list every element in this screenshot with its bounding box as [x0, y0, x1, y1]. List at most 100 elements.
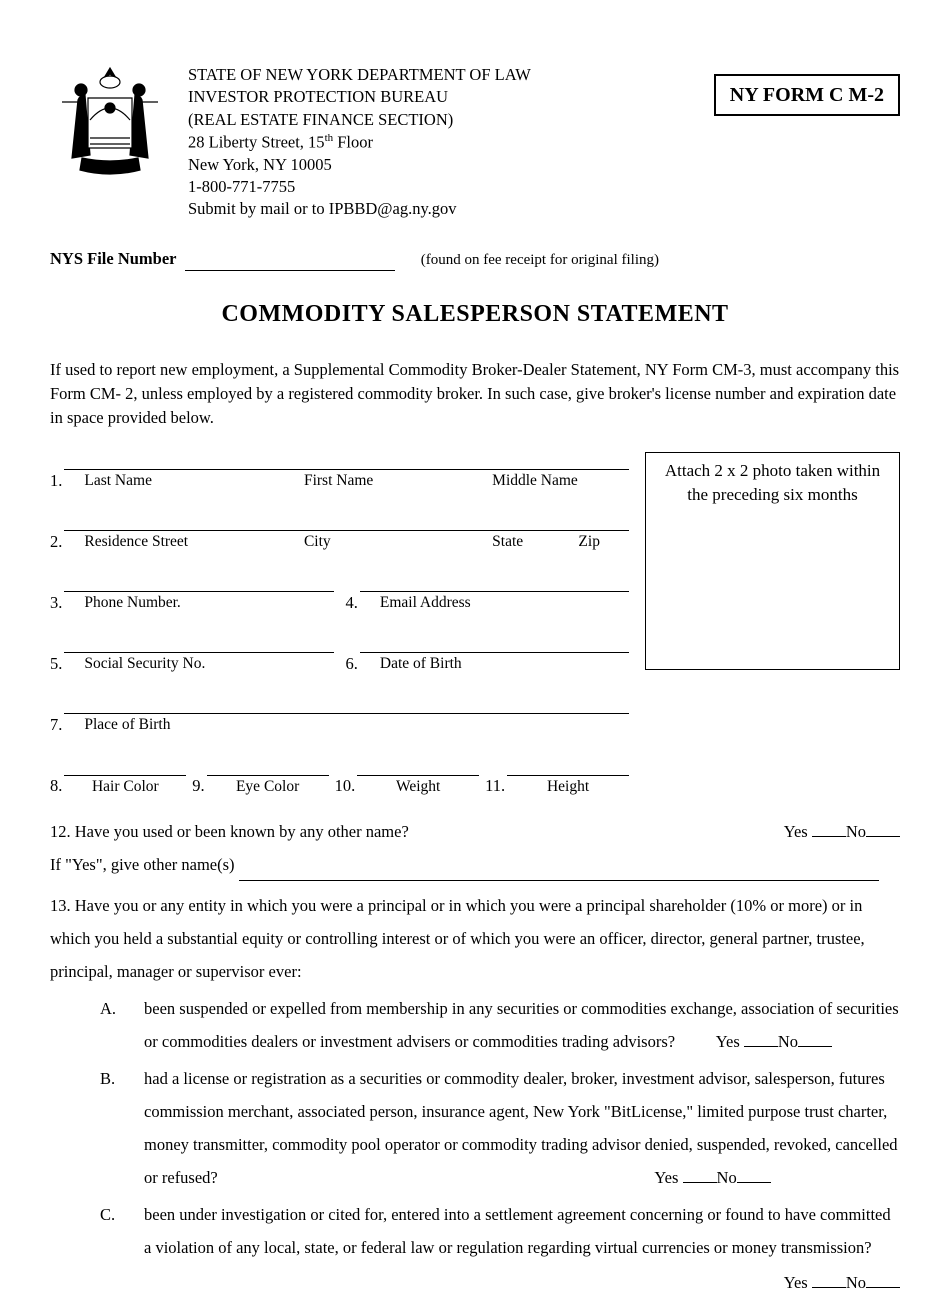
first-name-label: First Name	[284, 470, 472, 491]
zip-input[interactable]	[558, 513, 629, 531]
yes-label: Yes	[654, 1168, 678, 1187]
photo-attachment-box: Attach 2 x 2 photo taken within the prec…	[645, 452, 900, 670]
q13-a-letter: A.	[100, 992, 144, 1058]
q13c-yes-input[interactable]	[812, 1287, 846, 1288]
pob-label: Place of Birth	[64, 714, 629, 735]
question-12: 12. Have you used or been known by any o…	[50, 815, 900, 881]
question-13: 13. Have you or any entity in which you …	[50, 889, 900, 1299]
fields-column: 1. Last Name First Name Middle Name 2. R…	[50, 452, 629, 805]
q12-other-input[interactable]	[239, 880, 879, 881]
form-section: 1. Last Name First Name Middle Name 2. R…	[50, 452, 900, 805]
state-seal-icon: EXCELSIOR	[50, 60, 170, 180]
file-number-label: NYS File Number	[50, 249, 177, 268]
q13b-no-input[interactable]	[737, 1182, 771, 1183]
file-number-row: NYS File Number (found on fee receipt fo…	[50, 248, 900, 271]
email-input[interactable]	[360, 574, 629, 592]
state-input[interactable]	[472, 513, 558, 531]
num-1: 1.	[50, 470, 62, 491]
first-name-input[interactable]	[284, 452, 472, 470]
phone-input[interactable]	[64, 574, 333, 592]
q13a-yes-input[interactable]	[744, 1046, 778, 1047]
q13b-yes-input[interactable]	[683, 1182, 717, 1183]
dob-input[interactable]	[360, 635, 629, 653]
file-number-input[interactable]	[185, 270, 395, 271]
q13-b-text: had a license or registration as a secur…	[144, 1069, 898, 1187]
last-name-input[interactable]	[64, 452, 284, 470]
yes-label: Yes	[716, 1032, 740, 1051]
addr1a: 28 Liberty Street, 15	[188, 132, 325, 151]
bureau-line: INVESTOR PROTECTION BUREAU	[188, 86, 696, 108]
q13-b-letter: B.	[100, 1062, 144, 1194]
eye-label: Eye Color	[207, 776, 329, 797]
ssn-label: Social Security No.	[64, 653, 333, 674]
q13c-no-input[interactable]	[866, 1287, 900, 1288]
svg-text:EXCELSIOR: EXCELSIOR	[94, 164, 127, 170]
row-5-6: 5. Social Security No. 6. Date of Birth	[50, 635, 629, 674]
row-8-11: 8. Hair Color 9. Eye Color 10. Weight 11…	[50, 758, 629, 797]
num-11: 11.	[485, 775, 505, 796]
dept-line: STATE OF NEW YORK DEPARTMENT OF LAW	[188, 64, 696, 86]
pob-input[interactable]	[64, 696, 629, 714]
section-line: (REAL ESTATE FINANCE SECTION)	[188, 109, 696, 131]
addr-line-1: 28 Liberty Street, 15th Floor	[188, 131, 696, 154]
middle-name-label: Middle Name	[472, 470, 629, 491]
q12-yesno: Yes No	[784, 815, 900, 848]
city-input[interactable]	[284, 513, 472, 531]
row-1-name: 1. Last Name First Name Middle Name	[50, 452, 629, 491]
zip-label: Zip	[558, 531, 629, 552]
no-label: No	[778, 1032, 798, 1051]
num-6: 6.	[346, 653, 358, 674]
middle-name-input[interactable]	[472, 452, 629, 470]
addr-line-2: New York, NY 10005	[188, 154, 696, 176]
row-3-4: 3. Phone Number. 4. Email Address	[50, 574, 629, 613]
file-number-hint: (found on fee receipt for original filin…	[421, 252, 659, 268]
submit-line: Submit by mail or to IPBBD@ag.ny.gov	[188, 198, 696, 220]
row-7: 7. Place of Birth	[50, 696, 629, 735]
weight-label: Weight	[357, 776, 479, 797]
num-5: 5.	[50, 653, 62, 674]
num-2: 2.	[50, 531, 62, 552]
num-4: 4.	[346, 592, 358, 613]
num-7: 7.	[50, 714, 62, 735]
q13-a: A. been suspended or expelled from membe…	[100, 992, 900, 1058]
height-input[interactable]	[507, 758, 629, 776]
page-title: COMMODITY SALESPERSON STATEMENT	[50, 299, 900, 330]
hair-input[interactable]	[64, 758, 186, 776]
hair-label: Hair Color	[64, 776, 186, 797]
street-label: Residence Street	[64, 531, 284, 552]
num-8: 8.	[50, 775, 62, 796]
state-label: State	[472, 531, 558, 552]
q13-c-letter: C.	[100, 1198, 144, 1299]
no-label: No	[717, 1168, 737, 1187]
weight-input[interactable]	[357, 758, 479, 776]
num-9: 9.	[192, 775, 204, 796]
intro-paragraph: If used to report new employment, a Supp…	[50, 358, 900, 430]
q12-yes-input[interactable]	[812, 836, 846, 837]
q12-text: 12. Have you used or been known by any o…	[50, 815, 409, 848]
q13-b: B. had a license or registration as a se…	[100, 1062, 900, 1194]
no-label: No	[846, 822, 866, 841]
q13a-no-input[interactable]	[798, 1046, 832, 1047]
num-10: 10.	[335, 775, 356, 796]
eye-input[interactable]	[207, 758, 329, 776]
dob-label: Date of Birth	[360, 653, 629, 674]
last-name-label: Last Name	[64, 470, 284, 491]
q13-c: C. been under investigation or cited for…	[100, 1198, 900, 1299]
street-input[interactable]	[64, 513, 284, 531]
city-label: City	[284, 531, 472, 552]
phone-line: 1-800-771-7755	[188, 176, 696, 198]
height-label: Height	[507, 776, 629, 797]
no-label: No	[846, 1273, 866, 1292]
row-2-address: 2. Residence Street City State Zip	[50, 513, 629, 552]
header-row: EXCELSIOR STATE OF NEW YORK DEPARTMENT O…	[50, 60, 900, 220]
header-address: STATE OF NEW YORK DEPARTMENT OF LAW INVE…	[188, 60, 696, 220]
yes-label: Yes	[784, 1273, 808, 1292]
q12-no-input[interactable]	[866, 836, 900, 837]
q13-c-text: been under investigation or cited for, e…	[144, 1205, 891, 1257]
num-3: 3.	[50, 592, 62, 613]
addr1b: Floor	[333, 132, 373, 151]
q13-intro: 13. Have you or any entity in which you …	[50, 889, 900, 988]
form-number-box: NY FORM C M-2	[714, 74, 900, 116]
addr1sup: th	[325, 132, 334, 144]
ssn-input[interactable]	[64, 635, 333, 653]
